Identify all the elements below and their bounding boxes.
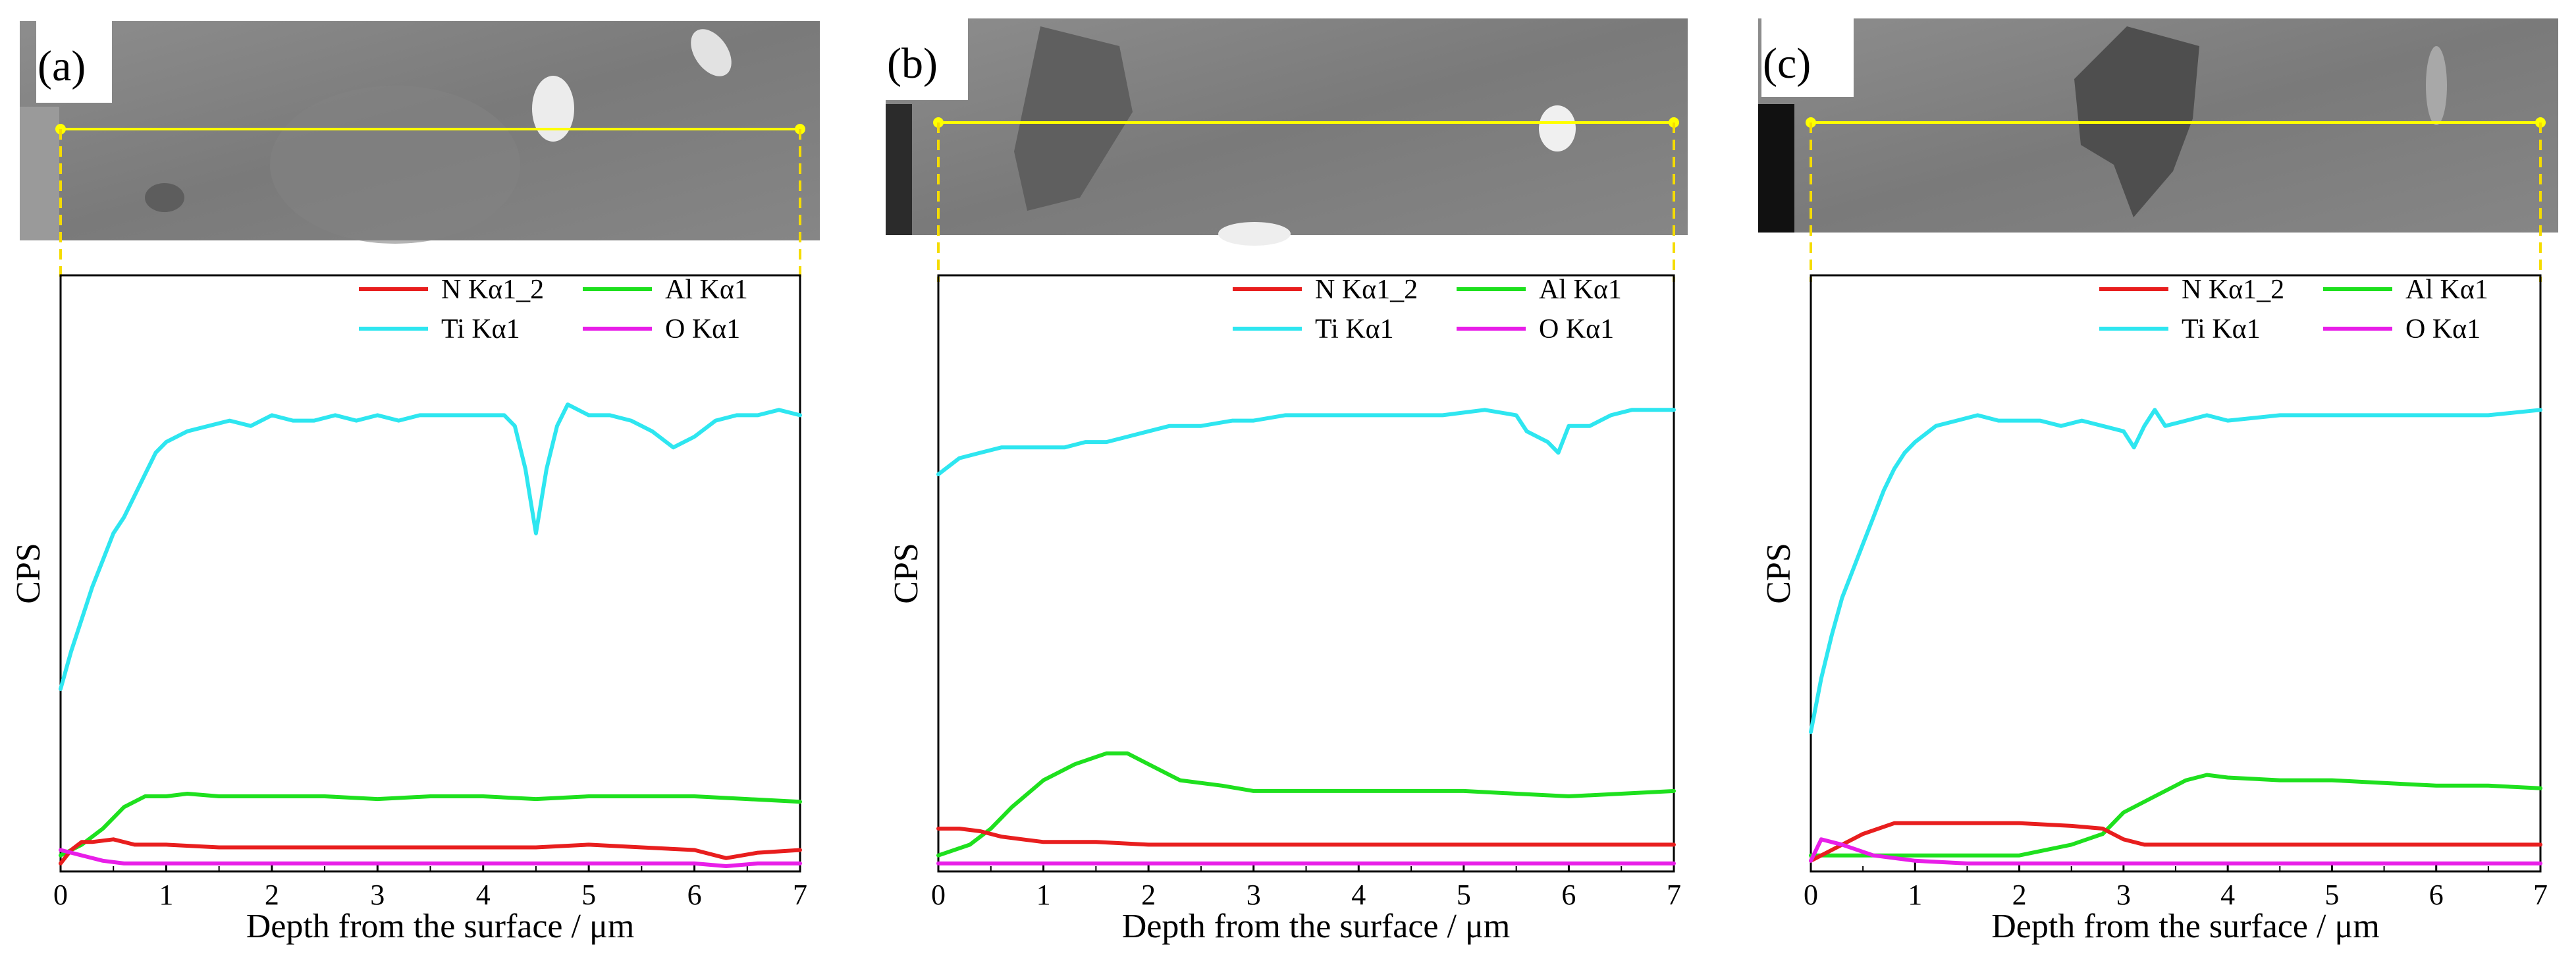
x-tick-label: 5 — [2324, 879, 2339, 911]
x-tick-label: 3 — [370, 879, 385, 911]
series-line-al — [1809, 773, 2542, 858]
legend-entry: N Kα1_2 — [441, 275, 544, 305]
sem-pore — [145, 183, 184, 212]
x-tick-label: 0 — [1804, 879, 1818, 911]
legend-entry: Ti Kα1 — [2182, 314, 2261, 344]
series-line-n — [1809, 821, 2542, 863]
legend-entry: N Kα1_2 — [2182, 275, 2284, 305]
x-tick-label: 5 — [581, 879, 596, 911]
x-axis-title: Depth from the surface / μm — [1991, 908, 2380, 945]
legend-entry: O Kα1 — [1539, 314, 1614, 344]
series-line-o — [59, 848, 802, 868]
series-line-o — [1809, 837, 2542, 865]
legend-entry: Al Kα1 — [2405, 275, 2488, 305]
legend: N Kα1_2 Al Kα1 Ti Kα1 O Kα1 — [2099, 275, 2488, 344]
legend-entry: Al Kα1 — [1539, 275, 1622, 305]
panel-c: (c) 0 1 2 3 4 5 6 7 Depth from the surface / μm CP… — [1758, 14, 2558, 945]
legend-entry: Al Kα1 — [665, 275, 748, 305]
sem-particle — [1539, 105, 1576, 151]
series-line-n — [59, 837, 802, 865]
sem-feature — [2426, 46, 2447, 125]
panel-label: (c) — [1763, 40, 1811, 88]
x-tick-label: 4 — [2220, 879, 2235, 911]
x-axis-title: Depth from the surface / μm — [1122, 908, 1511, 945]
x-tick-label: 2 — [1141, 879, 1156, 911]
legend-entry: Ti Kα1 — [1315, 314, 1394, 344]
panel-a: (a) 0 1 2 3 4 5 6 7 Depth from the surface / μm CP… — [10, 17, 820, 945]
x-tick-label: 4 — [476, 879, 491, 911]
x-tick-label: 7 — [1667, 879, 1681, 911]
plot-frame — [937, 274, 1675, 873]
x-tick-label: 4 — [1351, 879, 1366, 911]
sem-pit — [1014, 26, 1133, 211]
plot-frame — [1810, 274, 2542, 873]
x-tick-label: 0 — [53, 879, 68, 911]
legend: N Kα1_2 Al Kα1 Ti Kα1 O Kα1 — [1233, 275, 1622, 344]
x-tick-label: 5 — [1457, 879, 1471, 911]
panel-label: (a) — [38, 42, 86, 90]
x-axis-title: Depth from the surface / μm — [246, 908, 635, 945]
series-line-ti — [59, 402, 802, 691]
x-tick-label: 1 — [159, 879, 173, 911]
panel-label-box — [1761, 14, 1854, 97]
y-axis-title: CPS — [10, 543, 47, 604]
legend-entry: O Kα1 — [2405, 314, 2481, 344]
series-line-n — [936, 827, 1676, 847]
legend-entry: Ti Kα1 — [441, 314, 520, 344]
legend: N Kα1_2 Al Kα1 Ti Kα1 O Kα1 — [359, 275, 748, 344]
sem-particle — [532, 76, 574, 142]
sem-edge — [1758, 104, 1794, 233]
x-tick-label: 2 — [265, 879, 279, 911]
x-tick-label: 7 — [793, 879, 807, 911]
x-tick-label: 3 — [1247, 879, 1261, 911]
sem-particle — [1218, 222, 1291, 246]
panel-b: (b) 0 1 2 3 4 5 6 7 Depth from the surface / μm CP… — [886, 14, 1688, 945]
series-line-al — [936, 751, 1676, 858]
y-axis-title: CPS — [888, 543, 925, 604]
x-tick-label: 0 — [931, 879, 946, 911]
sem-particle — [691, 29, 732, 76]
series-line-ti — [936, 408, 1676, 477]
x-tick-label: 2 — [2012, 879, 2027, 911]
legend-entry: N Kα1_2 — [1315, 275, 1418, 305]
panel-label-box — [36, 17, 112, 103]
x-tick-label: 7 — [2533, 879, 2548, 911]
panel-label-box — [886, 14, 968, 100]
y-axis-title: CPS — [1760, 543, 1798, 604]
x-tick-label: 6 — [1561, 879, 1576, 911]
legend-entry: O Kα1 — [665, 314, 740, 344]
series-line-ti — [1809, 408, 2542, 734]
sem-edge — [886, 104, 912, 235]
x-tick-label: 6 — [2429, 879, 2444, 911]
x-tick-label: 3 — [2116, 879, 2131, 911]
sem-micrograph — [886, 18, 1688, 246]
x-tick-label: 6 — [687, 879, 702, 911]
sem-micrograph — [1758, 18, 2558, 233]
panel-label: (b) — [887, 40, 938, 88]
plot-frame — [59, 274, 801, 873]
sem-edge — [20, 107, 59, 240]
series-line-al — [59, 792, 802, 858]
x-tick-label: 1 — [1036, 879, 1051, 911]
x-tick-label: 1 — [1908, 879, 1922, 911]
sem-grain — [270, 86, 520, 244]
sem-micrograph — [20, 21, 820, 244]
